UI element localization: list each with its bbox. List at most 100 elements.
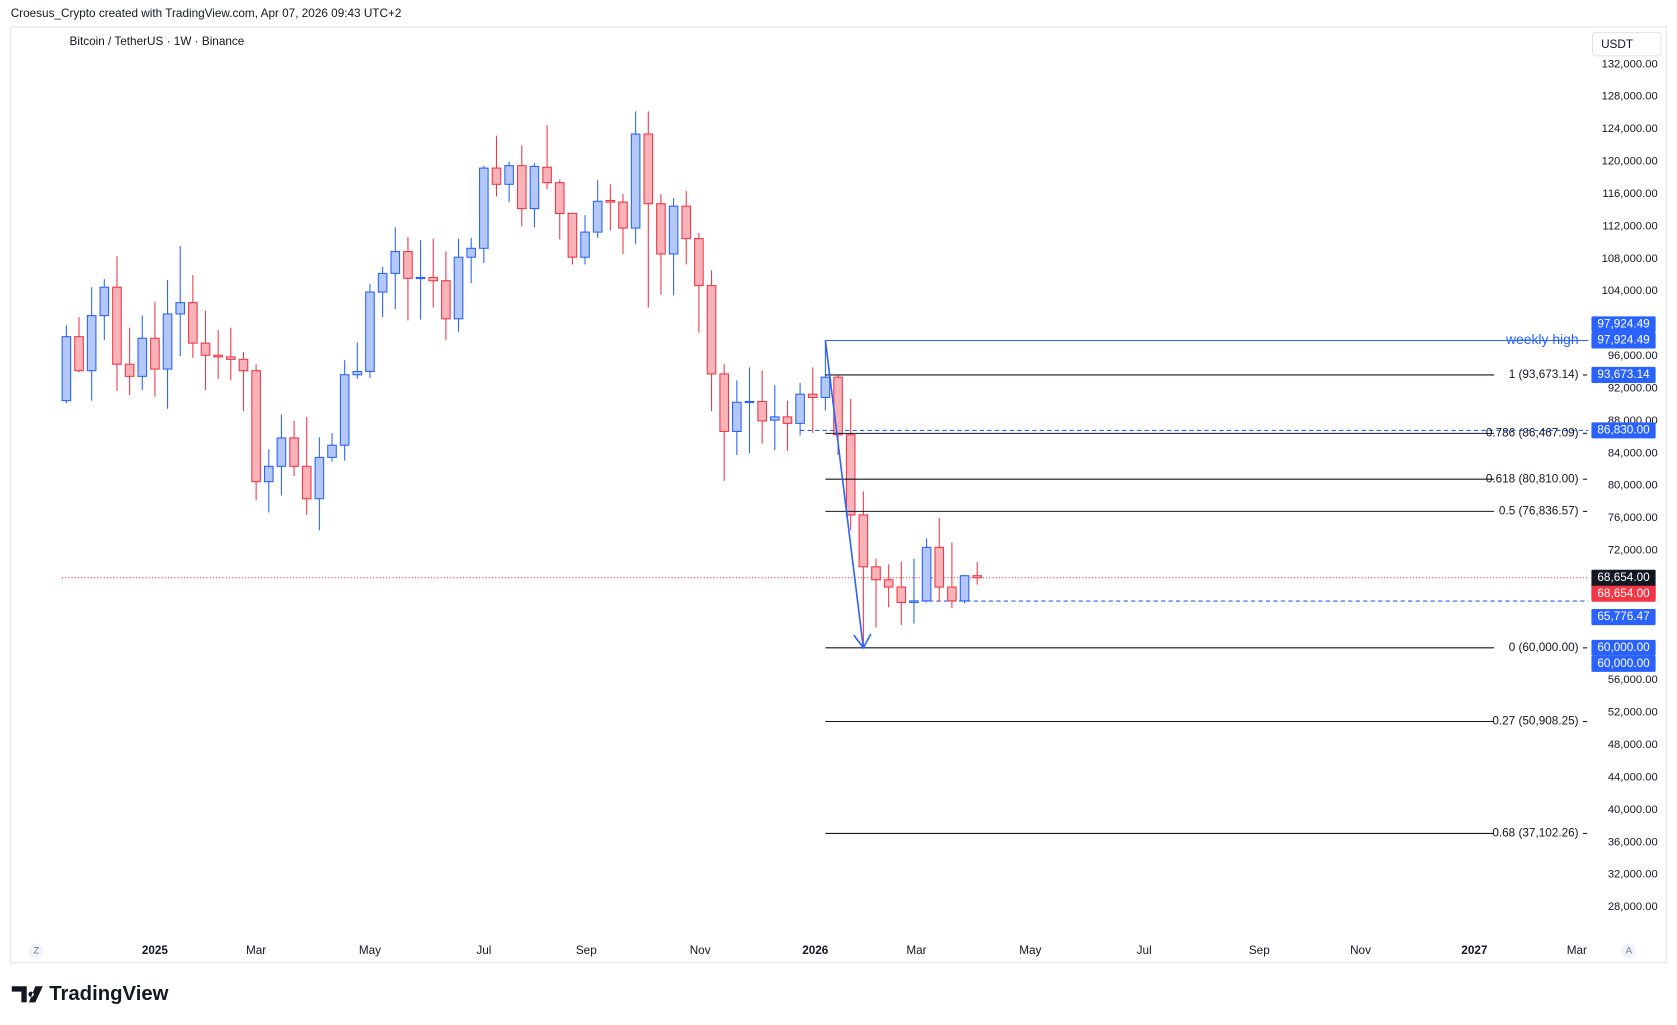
candle-body bbox=[352, 370, 363, 376]
fib-label: -0.68 (37,102.26) bbox=[1488, 827, 1578, 840]
arrow-head bbox=[853, 633, 872, 650]
candle-body bbox=[656, 203, 666, 255]
zoom-button[interactable] bbox=[28, 943, 44, 959]
candle-body bbox=[833, 376, 843, 436]
candle-body bbox=[769, 416, 780, 421]
y-tick-label: 108,000.00 bbox=[1602, 253, 1658, 265]
y-tick-label: 128,000.00 bbox=[1602, 91, 1658, 103]
price-tag-label: 60,000.00 bbox=[1597, 641, 1650, 654]
candle-body bbox=[99, 286, 110, 317]
candle-body bbox=[934, 546, 945, 588]
price-tag-label: 60,000.00 bbox=[1597, 657, 1650, 670]
candle-body bbox=[74, 336, 84, 372]
x-tick-label: Nov bbox=[1350, 944, 1371, 957]
price-tag bbox=[1591, 655, 1656, 672]
price-tag-label: 97,924.49 bbox=[1597, 334, 1649, 347]
x-tick-label: May bbox=[359, 944, 381, 957]
candle-body bbox=[618, 201, 628, 229]
candle-body bbox=[86, 315, 97, 372]
price-tag bbox=[1591, 332, 1656, 349]
x-tick-label: Jul bbox=[476, 944, 491, 957]
candle-body bbox=[150, 337, 160, 370]
fib-label: 0.618 (80,810.00) bbox=[1486, 472, 1579, 485]
candle-body bbox=[301, 465, 312, 500]
candle-body bbox=[592, 200, 603, 233]
y-tick-label: 76,000.00 bbox=[1608, 512, 1658, 524]
y-tick-label: 92,000.00 bbox=[1608, 382, 1658, 394]
candle-body bbox=[542, 166, 552, 184]
candle-body bbox=[61, 336, 72, 402]
price-tag-label: 97,924.49 bbox=[1597, 318, 1649, 331]
candle-body bbox=[377, 272, 388, 293]
auto-label[interactable]: A bbox=[1626, 946, 1633, 957]
logo-mark bbox=[11, 986, 43, 1003]
logo bbox=[11, 986, 43, 1003]
fib-label: 0 (60,000.00) bbox=[1509, 641, 1579, 654]
candle-body bbox=[845, 434, 856, 516]
candle-body bbox=[681, 205, 692, 240]
candle-body bbox=[883, 579, 894, 588]
y-tick-label: 44,000.00 bbox=[1608, 771, 1658, 783]
x-tick-label: Mar bbox=[906, 944, 926, 957]
fib-label: 1 (93,673.14) bbox=[1509, 368, 1579, 381]
fib-label: 0.5 (76,836.57) bbox=[1499, 505, 1579, 518]
candle-body bbox=[795, 393, 805, 424]
candle-body bbox=[643, 133, 654, 205]
candle-body bbox=[554, 182, 565, 214]
x-tick-label: May bbox=[1019, 944, 1041, 957]
y-tick-label: 36,000.00 bbox=[1608, 836, 1658, 848]
price-tag bbox=[1591, 585, 1656, 602]
fib-label: -0.27 (50,908.25) bbox=[1488, 715, 1578, 728]
x-tick-label: 2026 bbox=[802, 944, 829, 957]
brand: TradingView bbox=[49, 983, 168, 1005]
candle-body bbox=[782, 416, 793, 424]
candle-body bbox=[947, 586, 957, 602]
candle-body bbox=[972, 575, 983, 579]
x-tick-label: Sep bbox=[576, 944, 597, 957]
candle-body bbox=[124, 363, 135, 377]
price-tag bbox=[1591, 366, 1656, 383]
candle-body bbox=[314, 456, 325, 500]
y-tick-label: 28,000.00 bbox=[1608, 901, 1658, 913]
auto-button[interactable] bbox=[1621, 943, 1637, 959]
zoom-label[interactable]: Z bbox=[33, 946, 39, 957]
candle-body bbox=[896, 586, 907, 603]
candle-body bbox=[162, 313, 173, 370]
candle-body bbox=[251, 370, 261, 483]
price-tag-label: 86,830.00 bbox=[1597, 424, 1650, 437]
candle-body bbox=[630, 133, 641, 229]
candle-body bbox=[263, 465, 274, 483]
candle-body bbox=[605, 199, 616, 203]
candle-body bbox=[365, 291, 375, 373]
price-tag-label: 68,654.00 bbox=[1597, 587, 1650, 600]
candle-body bbox=[959, 575, 970, 602]
currency-box[interactable] bbox=[1591, 31, 1662, 57]
candle-body bbox=[504, 165, 514, 185]
x-tick-label: Nov bbox=[690, 944, 711, 957]
x-tick-label: 2027 bbox=[1461, 944, 1488, 957]
x-tick-label: Sep bbox=[1249, 944, 1270, 957]
currency[interactable]: USDT bbox=[1601, 38, 1633, 51]
candle-body bbox=[226, 356, 236, 360]
candle-body bbox=[820, 376, 831, 398]
price-tag-label: 93,673.14 bbox=[1597, 368, 1650, 381]
candle-body bbox=[339, 374, 350, 446]
candle-body bbox=[858, 514, 869, 568]
y-tick-label: 84,000.00 bbox=[1608, 447, 1658, 459]
candle-body bbox=[567, 212, 578, 258]
candle-body bbox=[491, 167, 502, 185]
price-tag bbox=[1591, 609, 1656, 626]
candle-body bbox=[428, 276, 439, 282]
candle-body bbox=[732, 401, 742, 432]
weekly-high-label: weekly high bbox=[1505, 331, 1579, 347]
candle-body bbox=[276, 437, 287, 467]
price-tag-label: 65,776.47 bbox=[1597, 610, 1649, 623]
candle-body bbox=[909, 600, 919, 603]
y-tick-label: 124,000.00 bbox=[1602, 123, 1658, 135]
candle-body bbox=[529, 165, 540, 210]
candle-body bbox=[137, 337, 148, 377]
candle-body bbox=[213, 354, 223, 358]
candle-body bbox=[453, 256, 464, 320]
candle-body bbox=[188, 302, 198, 344]
symbol-title: Bitcoin / TetherUS · 1W · Binance bbox=[70, 35, 245, 48]
